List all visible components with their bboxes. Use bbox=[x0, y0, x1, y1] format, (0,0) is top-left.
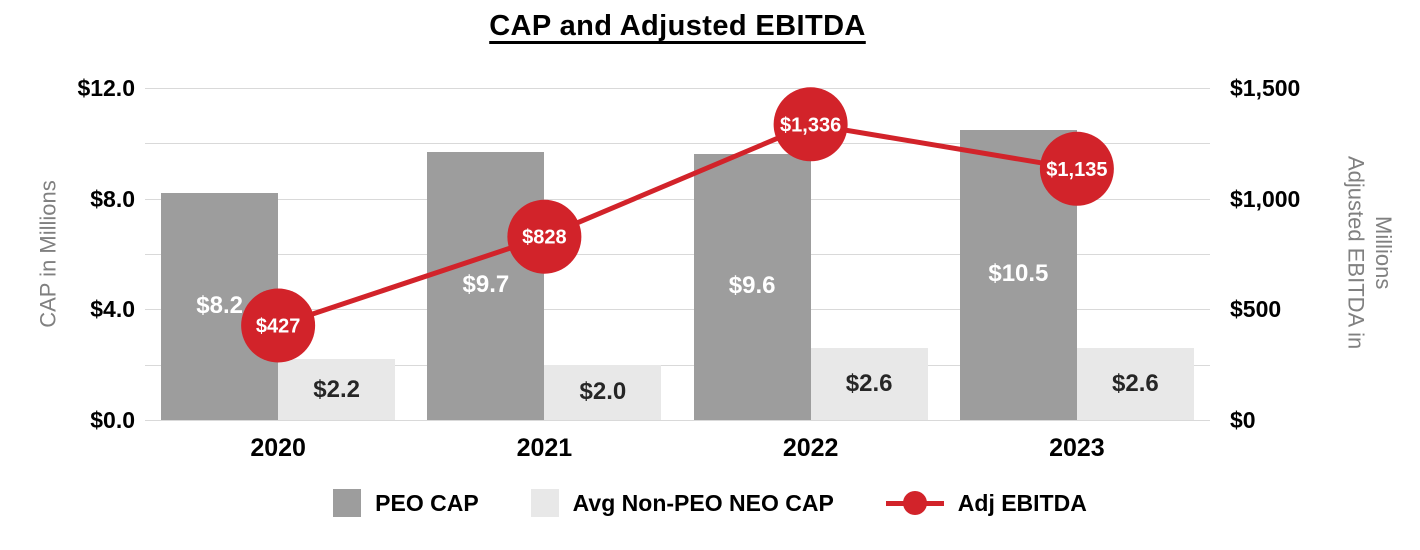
legend-item-avg-non-peo-neo-cap: Avg Non-PEO NEO CAP bbox=[530, 489, 834, 517]
left-axis-tick-label: $8.0 bbox=[90, 185, 135, 212]
category-label: 2021 bbox=[516, 434, 573, 462]
adj-ebitda-marker bbox=[507, 199, 582, 274]
adj-ebitda-marker bbox=[241, 288, 316, 363]
adj-ebitda-line-marker-icon bbox=[885, 489, 944, 517]
gridline bbox=[145, 420, 1210, 421]
right-axis-title: Adjusted EBITDA in Millions bbox=[1343, 156, 1397, 350]
left-axis-tick-label: $4.0 bbox=[90, 296, 135, 323]
adj-ebitda-marker bbox=[773, 87, 848, 162]
right-axis-ticks: $0 $500 $1,000 $1,500 bbox=[1230, 75, 1360, 433]
gridline bbox=[145, 88, 1210, 89]
bar-value-label: $2.2 bbox=[313, 375, 360, 403]
chart-title: CAP and Adjusted EBITDA bbox=[145, 10, 1210, 43]
legend-label-avg-non-peo-neo-cap: Avg Non-PEO NEO CAP bbox=[572, 489, 834, 516]
right-axis-tick-label: $1,000 bbox=[1230, 185, 1301, 212]
gridline bbox=[145, 364, 1210, 366]
peo-cap-bar: $8.2 bbox=[161, 193, 279, 420]
adj-ebitda-value-label: $828 bbox=[522, 227, 567, 249]
peo-cap-bar: $9.7 bbox=[427, 151, 545, 420]
avg-non-peo-neo-cap-bar: $2.0 bbox=[544, 364, 662, 420]
bar-value-label: $9.7 bbox=[462, 270, 510, 298]
adj-ebitda-line bbox=[277, 121, 1078, 328]
right-axis-tick-label: $500 bbox=[1230, 296, 1282, 323]
left-axis-tick-label: $12.0 bbox=[77, 75, 135, 101]
bar-value-label: $2.6 bbox=[845, 370, 893, 398]
left-axis-tick-label: $0.0 bbox=[90, 407, 135, 433]
peo-cap-swatch-icon bbox=[333, 489, 362, 517]
avg-non-peo-neo-cap-bar: $2.6 bbox=[1076, 348, 1194, 420]
bar-value-label: $8.2 bbox=[196, 291, 243, 319]
adj-ebitda-dot bbox=[902, 491, 927, 515]
adj-ebitda-value-label: $1,336 bbox=[780, 114, 841, 136]
category-label: 2023 bbox=[1049, 434, 1105, 462]
avg-non-peo-neo-cap-bar: $2.6 bbox=[810, 348, 928, 420]
bar-value-label: $10.5 bbox=[988, 259, 1049, 287]
adj-ebitda-value-label: $427 bbox=[256, 315, 301, 337]
gridline bbox=[145, 254, 1210, 255]
gridline bbox=[145, 143, 1210, 145]
chart-title-text: CAP and Adjusted EBITDA bbox=[489, 10, 866, 42]
legend: PEO CAP Avg Non-PEO NEO CAP Adj EBITDA bbox=[0, 489, 1420, 517]
category-label: 2020 bbox=[250, 434, 306, 462]
legend-item-peo-cap: PEO CAP bbox=[333, 489, 479, 517]
legend-label-peo-cap: PEO CAP bbox=[375, 489, 479, 516]
gridline bbox=[145, 309, 1210, 311]
left-axis-ticks: $0.0 $4.0 $8.0 $12.0 bbox=[25, 75, 135, 433]
adj-ebitda-value-label: $1,135 bbox=[1046, 159, 1107, 181]
right-axis-tick-label: $0 bbox=[1230, 407, 1256, 433]
category-label: 2022 bbox=[782, 434, 839, 462]
gridline bbox=[145, 198, 1210, 200]
right-axis-tick-label: $1,500 bbox=[1230, 75, 1301, 101]
legend-label-adj-ebitda: Adj EBITDA bbox=[957, 489, 1087, 516]
adj-ebitda-marker bbox=[1039, 131, 1114, 206]
avg-non-peo-neo-cap-bar: $2.2 bbox=[278, 359, 396, 420]
peo-cap-bar: $9.6 bbox=[693, 154, 811, 420]
bar-value-label: $2.6 bbox=[1112, 370, 1159, 398]
legend-item-adj-ebitda: Adj EBITDA bbox=[885, 489, 1087, 517]
bar-value-label: $2.0 bbox=[579, 378, 627, 406]
avg-non-peo-neo-cap-swatch-icon bbox=[530, 489, 559, 517]
bar-value-label: $9.6 bbox=[728, 272, 776, 300]
plot-area: $8.2 $2.2 $9.7 $2.0 $9.6 $2.6 $10.5 $2.6 $427 $82… bbox=[145, 87, 1210, 421]
x-axis-labels: 2020 2021 2022 2023 bbox=[145, 434, 1210, 466]
adj-ebitda-line-layer: $427 $828 $1,336 $1,135 bbox=[241, 87, 1114, 363]
